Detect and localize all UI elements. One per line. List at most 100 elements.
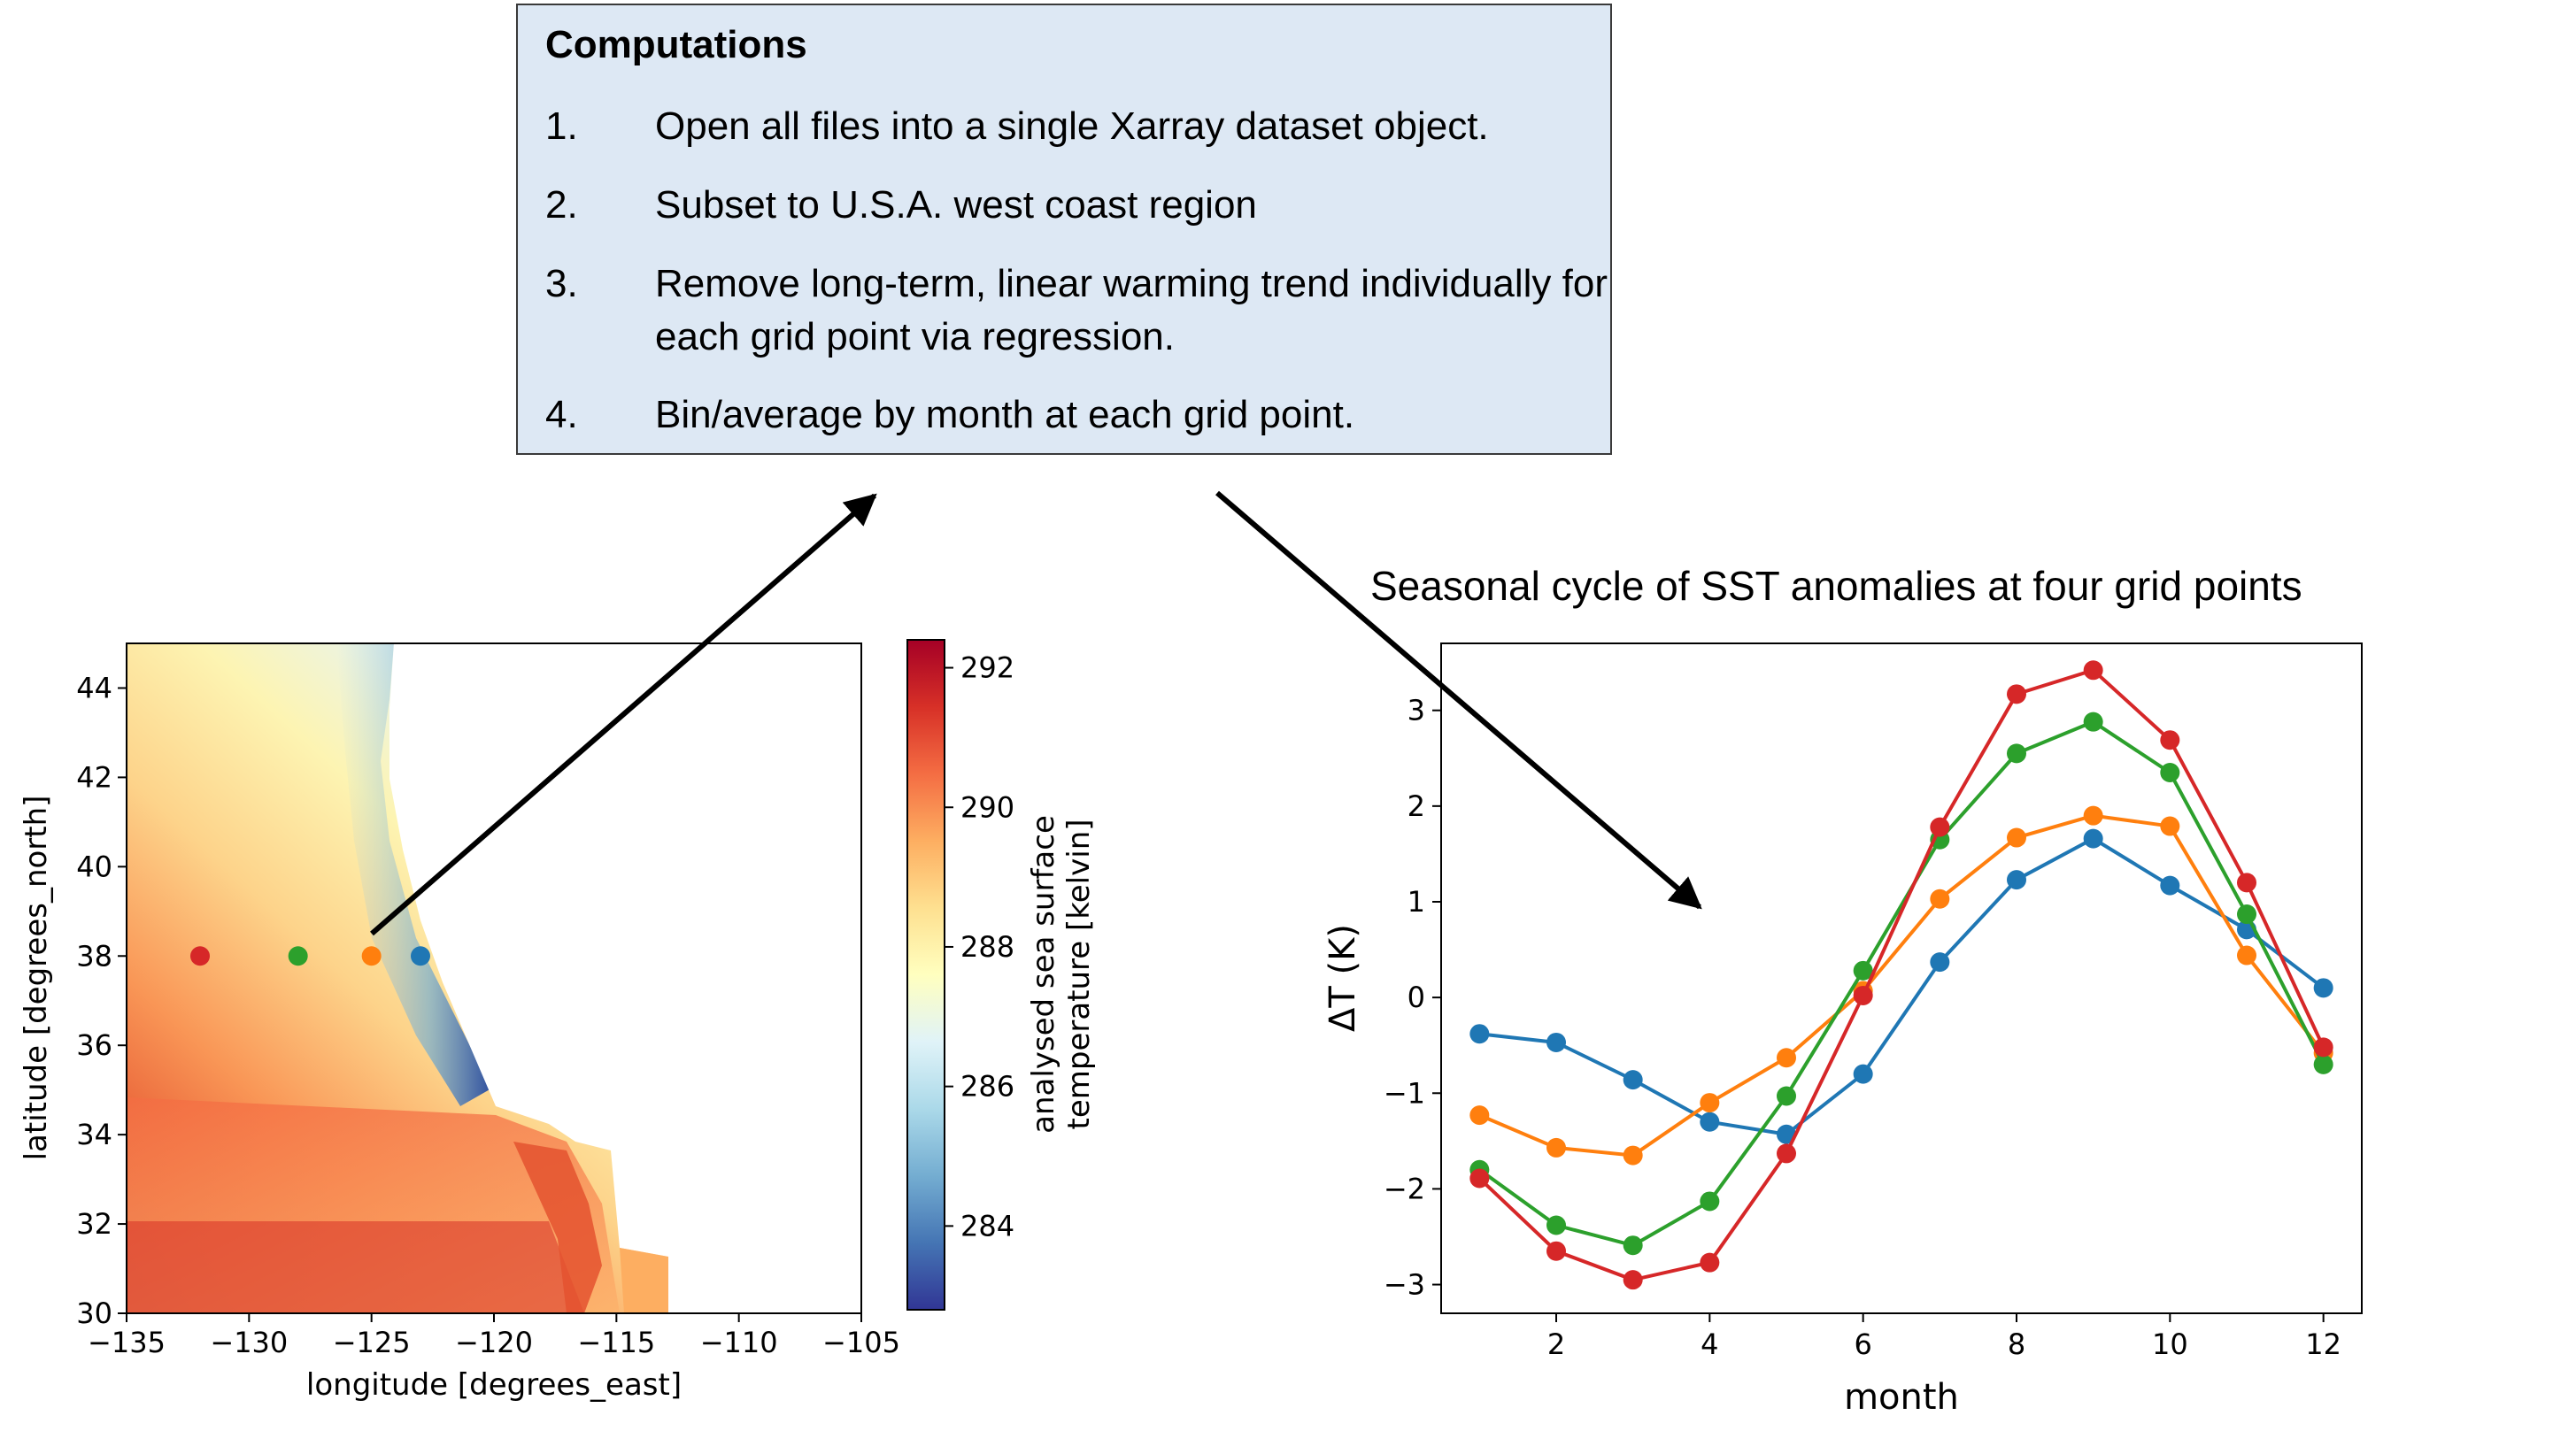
grid-point-markers xyxy=(190,946,430,966)
series-point xyxy=(2083,805,2103,826)
colorbar-ticks: 284 286 288 290 292 xyxy=(945,651,1014,1243)
map-y-tick-label: 42 xyxy=(76,760,112,794)
gulf-of-california xyxy=(620,1248,668,1313)
series-point xyxy=(1546,1137,1566,1158)
colorbar-label-line-2: temperature [kelvin] xyxy=(1061,819,1097,1129)
series-point xyxy=(1700,1112,1720,1132)
series-point xyxy=(1700,1191,1720,1212)
step-text: Bin/average by month at each grid point. xyxy=(655,393,1355,436)
colorbar-tick-label: 284 xyxy=(960,1209,1014,1243)
map-x-tick-label: −130 xyxy=(210,1326,288,1359)
map-x-tick-label: −105 xyxy=(822,1326,900,1359)
step-text: Open all files into a single Xarray data… xyxy=(655,104,1489,148)
arrow-map-to-computations xyxy=(370,493,877,936)
series-point xyxy=(1623,1235,1643,1256)
step-text: Subset to U.S.A. west coast region xyxy=(655,183,1257,227)
line-x-axis: 2 4 6 8 10 12 xyxy=(1547,1313,2341,1361)
map-x-tick-label: −120 xyxy=(455,1326,533,1359)
step-number: 4. xyxy=(545,393,578,436)
series-point xyxy=(1700,1252,1720,1273)
colorbar-tick-label: 292 xyxy=(960,651,1014,685)
series-point xyxy=(2237,904,2256,925)
series-point xyxy=(2083,712,2103,732)
series-line xyxy=(1478,719,2325,1248)
grid-point-marker xyxy=(190,946,210,966)
series-point xyxy=(1930,817,1950,837)
grid-point-marker xyxy=(411,946,430,966)
step-number: 2. xyxy=(545,183,578,227)
computations-title: Computations xyxy=(545,23,807,66)
series-point xyxy=(1853,985,1873,1005)
series-point xyxy=(2313,978,2333,998)
series-point xyxy=(1700,1093,1720,1113)
map-y-tick-label: 38 xyxy=(76,939,112,973)
series-point xyxy=(1853,960,1873,981)
land-mask xyxy=(389,643,861,1313)
computations-box: Computations 1. Open all files into a si… xyxy=(516,4,1612,455)
line-y-label: ΔT (K) xyxy=(1323,924,1363,1032)
line-y-tick-label: −1 xyxy=(1384,1076,1425,1110)
series-point xyxy=(1853,1064,1873,1084)
map-y-tick-label: 32 xyxy=(76,1207,112,1241)
line-y-tick-label: 0 xyxy=(1408,981,1425,1014)
map-x-axis: −135 −130 −125 −120 −115 −110 −105 xyxy=(88,1313,900,1359)
series-line xyxy=(1478,813,2325,1158)
map-y-tick-label: 36 xyxy=(76,1028,112,1062)
series-point xyxy=(1777,1086,1796,1106)
series-point xyxy=(1777,1048,1796,1068)
line-x-tick-label: 8 xyxy=(2008,1327,2025,1361)
line-chart-title: Seasonal cycle of SST anomalies at four … xyxy=(1370,563,2302,609)
arrow-computations-to-chart xyxy=(1215,490,1702,910)
line-y-tick-label: 1 xyxy=(1408,885,1425,919)
line-x-tick-label: 2 xyxy=(1547,1327,1565,1361)
series-point xyxy=(1623,1070,1643,1090)
line-y-tick-label: −2 xyxy=(1384,1172,1425,1205)
series-point xyxy=(2160,816,2180,836)
series-point xyxy=(2007,743,2026,764)
map-y-tick-label: 34 xyxy=(76,1118,112,1151)
map-y-axis: 30 32 34 36 38 40 42 44 xyxy=(76,671,127,1330)
step-text: Remove long-term, linear warming trend i… xyxy=(655,262,1608,358)
line-x-tick-label: 4 xyxy=(1701,1327,1718,1361)
line-y-axis: −3 −2 −1 0 1 2 3 xyxy=(1384,694,1441,1302)
step-number: 1. xyxy=(545,104,578,148)
colorbar-tick-label: 290 xyxy=(960,790,1014,824)
series-point xyxy=(2237,945,2256,966)
colorbar-label-line-1: analysed sea surface xyxy=(1026,815,1061,1134)
line-chart-frame xyxy=(1440,642,2363,1314)
map-x-tick-label: −110 xyxy=(700,1326,778,1359)
colorbar-tick-label: 288 xyxy=(960,930,1014,964)
series-point xyxy=(1469,1168,1490,1189)
series-point xyxy=(1623,1145,1643,1166)
coastal-upwelling xyxy=(336,643,491,1106)
map-y-tick-label: 30 xyxy=(76,1296,112,1330)
line-x-label: month xyxy=(1844,1377,1959,1418)
line-x-tick-label: 6 xyxy=(1854,1327,1871,1361)
series-point xyxy=(2007,870,2026,890)
line-y-tick-label: −3 xyxy=(1384,1268,1425,1302)
series-point xyxy=(2160,875,2180,896)
sst-map xyxy=(127,643,861,1313)
series-point xyxy=(1546,1241,1566,1261)
step-number: 3. xyxy=(545,262,578,305)
colorbar-tick-label: 286 xyxy=(960,1070,1014,1104)
grid-point-marker xyxy=(361,946,382,966)
series-point xyxy=(1777,1124,1796,1144)
series-line xyxy=(1479,836,2325,1136)
colorbar xyxy=(906,639,945,1311)
series-point xyxy=(2313,1037,2333,1058)
map-y-label: latitude [degrees_north] xyxy=(19,796,54,1161)
series-point xyxy=(1930,952,1950,973)
series-point xyxy=(1930,889,1950,909)
series-point xyxy=(1546,1032,1566,1052)
line-x-tick-label: 12 xyxy=(2305,1327,2341,1361)
series-point xyxy=(2083,660,2103,681)
series-point xyxy=(2313,1054,2333,1074)
line-y-tick-label: 2 xyxy=(1408,789,1425,823)
line-y-tick-label: 3 xyxy=(1408,694,1425,727)
line-series-group xyxy=(1469,660,2333,1290)
series-point xyxy=(2007,684,2026,704)
series-point xyxy=(2160,762,2180,782)
series-point xyxy=(1777,1143,1796,1164)
